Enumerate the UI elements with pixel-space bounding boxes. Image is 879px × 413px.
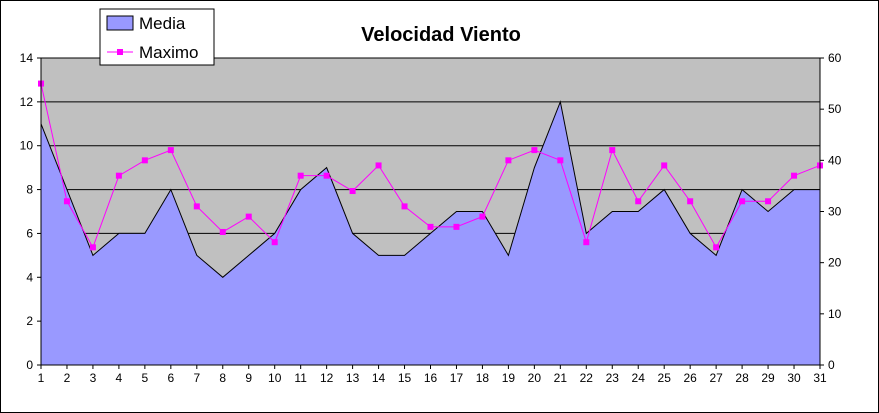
legend-label-maximo: Maximo bbox=[139, 43, 199, 62]
x-tick-label-7: 7 bbox=[193, 371, 200, 385]
marker-maximo-4 bbox=[115, 172, 122, 179]
x-tick-label-13: 13 bbox=[346, 371, 360, 385]
marker-maximo-17 bbox=[453, 223, 460, 230]
y-right-tick-label-10: 10 bbox=[828, 307, 842, 321]
x-tick-label-24: 24 bbox=[632, 371, 646, 385]
x-tick-label-4: 4 bbox=[116, 371, 123, 385]
x-tick-label-31: 31 bbox=[813, 371, 827, 385]
marker-maximo-3 bbox=[89, 244, 96, 251]
x-tick-label-10: 10 bbox=[268, 371, 282, 385]
marker-maximo-6 bbox=[167, 147, 174, 154]
y-left-tick-label-8: 8 bbox=[26, 183, 33, 197]
marker-maximo-2 bbox=[63, 198, 70, 205]
marker-maximo-15 bbox=[401, 203, 408, 210]
marker-maximo-23 bbox=[609, 147, 616, 154]
marker-maximo-16 bbox=[427, 223, 434, 230]
y-right-tick-labels: 0 10 20 30 40 50 60 bbox=[828, 51, 842, 372]
marker-maximo-11 bbox=[297, 172, 304, 179]
x-tick-label-6: 6 bbox=[167, 371, 174, 385]
x-tick-label-14: 14 bbox=[372, 371, 386, 385]
marker-maximo-12 bbox=[323, 172, 330, 179]
x-tick-label-8: 8 bbox=[219, 371, 226, 385]
x-tick-label-22: 22 bbox=[580, 371, 594, 385]
legend-swatch-media bbox=[106, 15, 134, 31]
marker-maximo-22 bbox=[583, 239, 590, 246]
x-tick-label-17: 17 bbox=[450, 371, 464, 385]
chart-title: Velocidad Viento bbox=[361, 24, 521, 46]
x-tick-label-25: 25 bbox=[658, 371, 672, 385]
x-tick-label-26: 26 bbox=[683, 371, 697, 385]
marker-maximo-20 bbox=[531, 147, 538, 154]
x-tick-label-30: 30 bbox=[787, 371, 801, 385]
marker-maximo-13 bbox=[349, 188, 356, 195]
y-right-tick-label-20: 20 bbox=[828, 256, 842, 270]
x-tick-label-23: 23 bbox=[606, 371, 620, 385]
y-right-tick-label-60: 60 bbox=[828, 51, 842, 65]
y-right-tick-label-0: 0 bbox=[828, 358, 835, 372]
legend-label-media: Media bbox=[139, 14, 186, 33]
marker-maximo-21 bbox=[557, 157, 564, 164]
marker-maximo-19 bbox=[505, 157, 512, 164]
x-tick-label-21: 21 bbox=[554, 371, 568, 385]
y-left-tick-label-6: 6 bbox=[26, 226, 33, 240]
marker-maximo-7 bbox=[193, 203, 200, 210]
marker-maximo-10 bbox=[271, 239, 278, 246]
x-tick-label-27: 27 bbox=[709, 371, 723, 385]
x-tick-label-11: 11 bbox=[294, 371, 307, 385]
marker-maximo-28 bbox=[739, 198, 746, 205]
marker-maximo-9 bbox=[245, 213, 252, 220]
y-right-tick-label-40: 40 bbox=[828, 153, 842, 167]
marker-maximo-18 bbox=[479, 213, 486, 220]
y-left-tick-label-14: 14 bbox=[20, 51, 34, 65]
legend-marker-maximo bbox=[117, 49, 123, 55]
x-tick-label-5: 5 bbox=[142, 371, 149, 385]
legend: Media Maximo bbox=[99, 8, 215, 66]
y-right-tick-label-30: 30 bbox=[828, 205, 842, 219]
x-tick-labels: 1 2 3 4 5 6 7 8 9 10 11 12 13 14 15 16 17 18 19 20 21 22 23 24 2… bbox=[38, 371, 827, 385]
marker-maximo-26 bbox=[687, 198, 694, 205]
axes bbox=[37, 57, 824, 369]
x-tick-label-20: 20 bbox=[528, 371, 542, 385]
x-tick-label-15: 15 bbox=[398, 371, 412, 385]
x-tick-label-28: 28 bbox=[735, 371, 749, 385]
x-tick-label-1: 1 bbox=[38, 371, 45, 385]
marker-maximo-30 bbox=[791, 172, 798, 179]
x-tick-label-3: 3 bbox=[90, 371, 97, 385]
y-right-tick-label-50: 50 bbox=[828, 102, 842, 116]
x-tick-label-2: 2 bbox=[64, 371, 71, 385]
y-left-tick-label-4: 4 bbox=[26, 270, 33, 284]
y-left-tick-label-2: 2 bbox=[26, 314, 33, 328]
area-media bbox=[40, 100, 821, 366]
marker-maximo-14 bbox=[375, 162, 382, 169]
marker-maximo-8 bbox=[219, 228, 226, 235]
y-left-tick-labels: 0 2 4 6 8 10 12 14 bbox=[20, 51, 34, 372]
marker-maximo-24 bbox=[635, 198, 642, 205]
x-tick-label-19: 19 bbox=[502, 371, 516, 385]
marker-maximo-25 bbox=[661, 162, 668, 169]
marker-maximo-27 bbox=[713, 244, 720, 251]
x-tick-label-18: 18 bbox=[476, 371, 490, 385]
marker-maximo-29 bbox=[765, 198, 772, 205]
marker-maximo-5 bbox=[141, 157, 148, 164]
x-tick-label-9: 9 bbox=[245, 371, 252, 385]
x-tick-label-12: 12 bbox=[320, 371, 334, 385]
y-left-tick-label-0: 0 bbox=[26, 358, 33, 372]
x-tick-label-29: 29 bbox=[761, 371, 775, 385]
x-tick-label-16: 16 bbox=[424, 371, 438, 385]
y-left-tick-label-10: 10 bbox=[20, 139, 34, 153]
y-left-tick-label-12: 12 bbox=[20, 95, 34, 109]
